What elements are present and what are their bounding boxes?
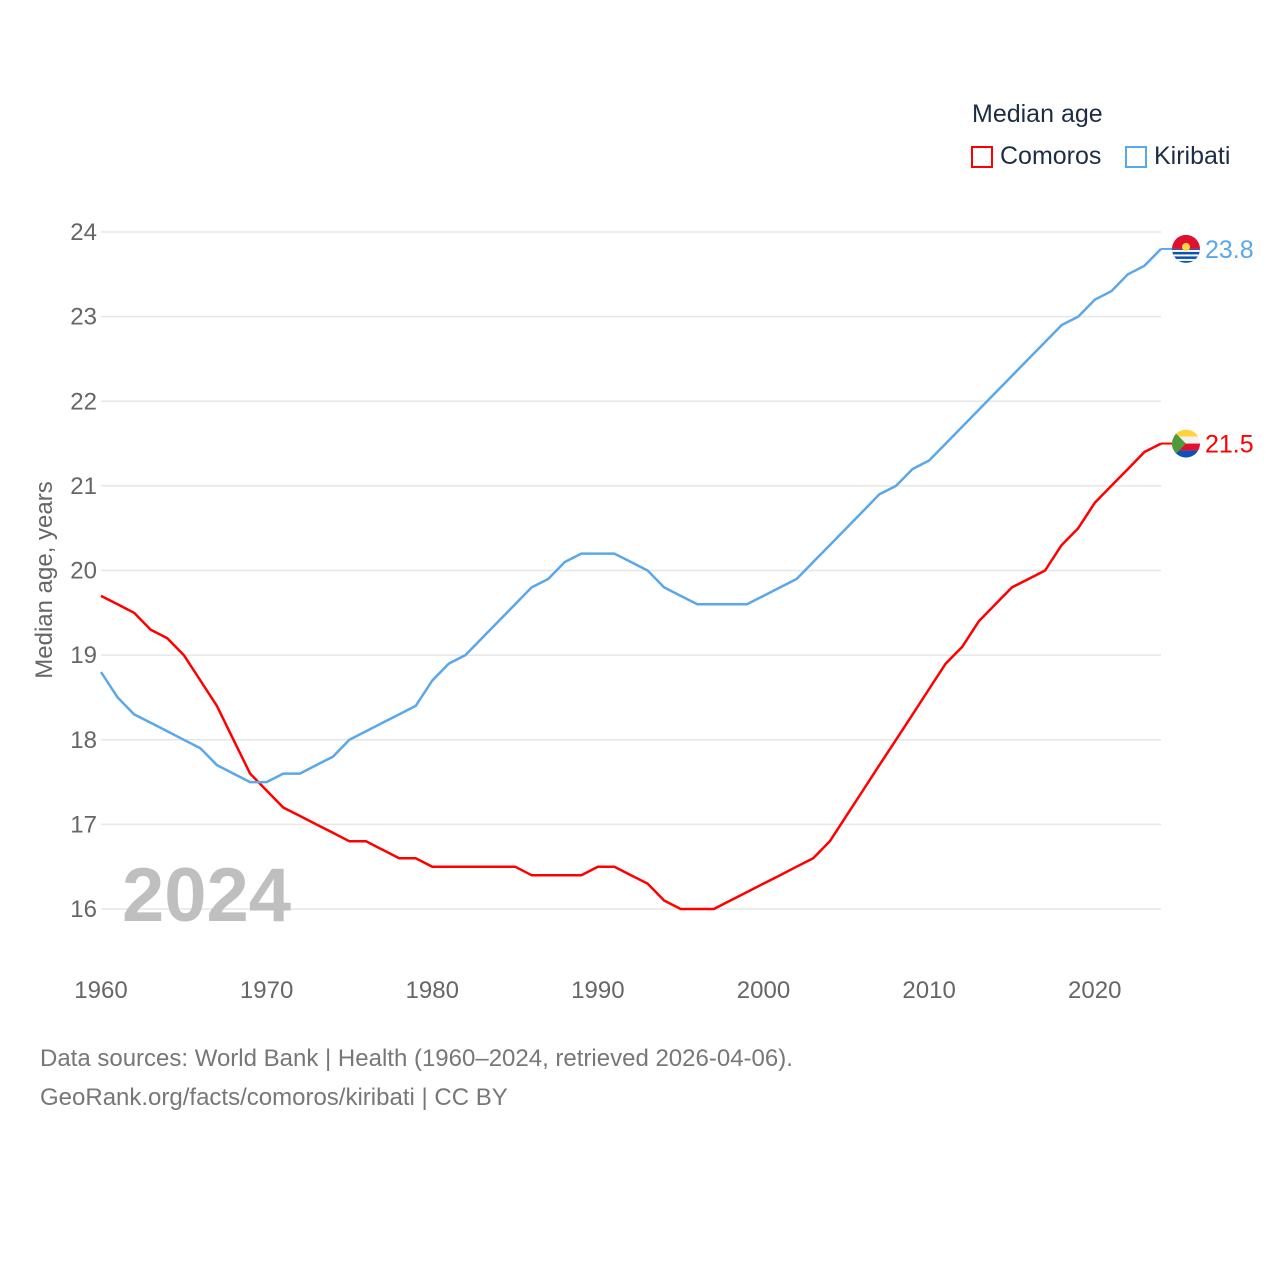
legend-swatch [971,145,993,168]
y-tick-label: 22 [70,388,97,415]
flag-comoros-icon [1172,429,1200,458]
series-lines [99,248,1162,911]
legend-title: Median age [972,100,1103,128]
end-value-label-comoros: 21.5 [1205,431,1254,459]
legend-label: Comoros [1000,142,1102,170]
year-watermark: 2024 [122,853,291,938]
gridlines [101,231,1161,910]
y-axis-ticks: 16 17 18 19 20 21 22 23 24 [70,219,97,923]
y-axis-label: Median age, years [31,481,58,678]
footer-link[interactable]: GeoRank.org/facts/comoros/kiribati | CC … [40,1084,508,1111]
y-tick-label: 23 [70,304,97,331]
legend-item-kiribati[interactable]: Kiribati [1125,142,1230,171]
x-tick-label: 2010 [902,977,955,1004]
x-axis-ticks: 1960 1970 1980 1990 2000 2010 2020 [74,977,1121,1004]
y-tick-label: 24 [70,219,97,246]
legend-item-comoros[interactable]: Comoros [971,142,1101,171]
legend-swatch [1125,145,1147,168]
y-tick-label: 19 [70,642,97,669]
y-tick-label: 21 [70,473,97,500]
end-value-label-kiribati: 23.8 [1205,236,1254,264]
series-line-kiribati [99,248,1162,784]
legend-label: Kiribati [1154,142,1231,170]
x-tick-label: 1990 [571,977,624,1004]
y-tick-label: 18 [70,727,97,754]
y-tick-label: 16 [70,896,97,923]
flag-kiribati-icon [1172,234,1200,263]
series-end-labels: 21.5 23.8 [1161,234,1254,459]
series-line-comoros [100,442,1162,911]
y-tick-label: 17 [70,811,97,838]
footer-sources: Data sources: World Bank | Health (1960–… [40,1045,793,1072]
x-tick-label: 1970 [240,977,293,1004]
x-tick-label: 1980 [406,977,459,1004]
y-tick-label: 20 [70,558,97,585]
x-tick-label: 2020 [1068,977,1121,1004]
x-tick-label: 1960 [74,977,127,1004]
x-tick-label: 2000 [737,977,790,1004]
